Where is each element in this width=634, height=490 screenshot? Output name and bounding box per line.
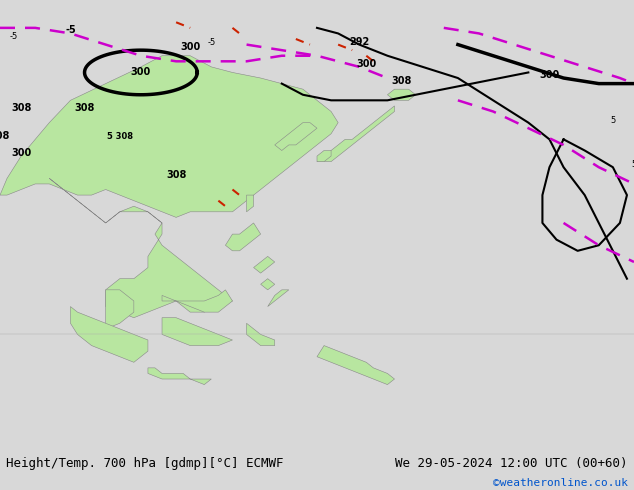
Text: 308: 308 (11, 103, 31, 114)
Polygon shape (275, 122, 317, 150)
Polygon shape (268, 290, 289, 307)
Text: 308: 308 (74, 103, 94, 114)
Polygon shape (49, 178, 233, 318)
Polygon shape (106, 290, 134, 329)
Polygon shape (226, 223, 261, 251)
Text: 5: 5 (611, 116, 616, 124)
Polygon shape (162, 318, 233, 345)
Text: 300: 300 (180, 42, 200, 52)
Text: -5: -5 (65, 25, 76, 35)
Text: 308: 308 (166, 171, 186, 180)
Polygon shape (317, 150, 331, 162)
Text: ©weatheronline.co.uk: ©weatheronline.co.uk (493, 478, 628, 488)
Text: 308: 308 (391, 75, 411, 86)
Text: 5: 5 (631, 160, 634, 169)
Text: We 29-05-2024 12:00 UTC (00+60): We 29-05-2024 12:00 UTC (00+60) (395, 457, 628, 470)
Text: 300: 300 (356, 59, 377, 69)
Polygon shape (247, 323, 275, 345)
Polygon shape (317, 345, 394, 385)
Polygon shape (317, 106, 394, 162)
Text: 300: 300 (11, 148, 31, 158)
Polygon shape (70, 307, 148, 362)
Polygon shape (148, 368, 211, 385)
Text: 300: 300 (540, 70, 560, 80)
Text: 300: 300 (131, 68, 151, 77)
Polygon shape (387, 89, 416, 100)
Polygon shape (162, 290, 233, 312)
Polygon shape (0, 56, 338, 218)
Text: 292: 292 (349, 37, 370, 47)
Text: 308: 308 (0, 131, 10, 141)
Text: Height/Temp. 700 hPa [gdmp][°C] ECMWF: Height/Temp. 700 hPa [gdmp][°C] ECMWF (6, 457, 284, 470)
Polygon shape (254, 256, 275, 273)
Polygon shape (261, 279, 275, 290)
Polygon shape (247, 195, 254, 212)
Text: -5: -5 (10, 32, 18, 41)
Text: 5 308: 5 308 (107, 132, 133, 141)
Text: -5: -5 (207, 38, 216, 47)
